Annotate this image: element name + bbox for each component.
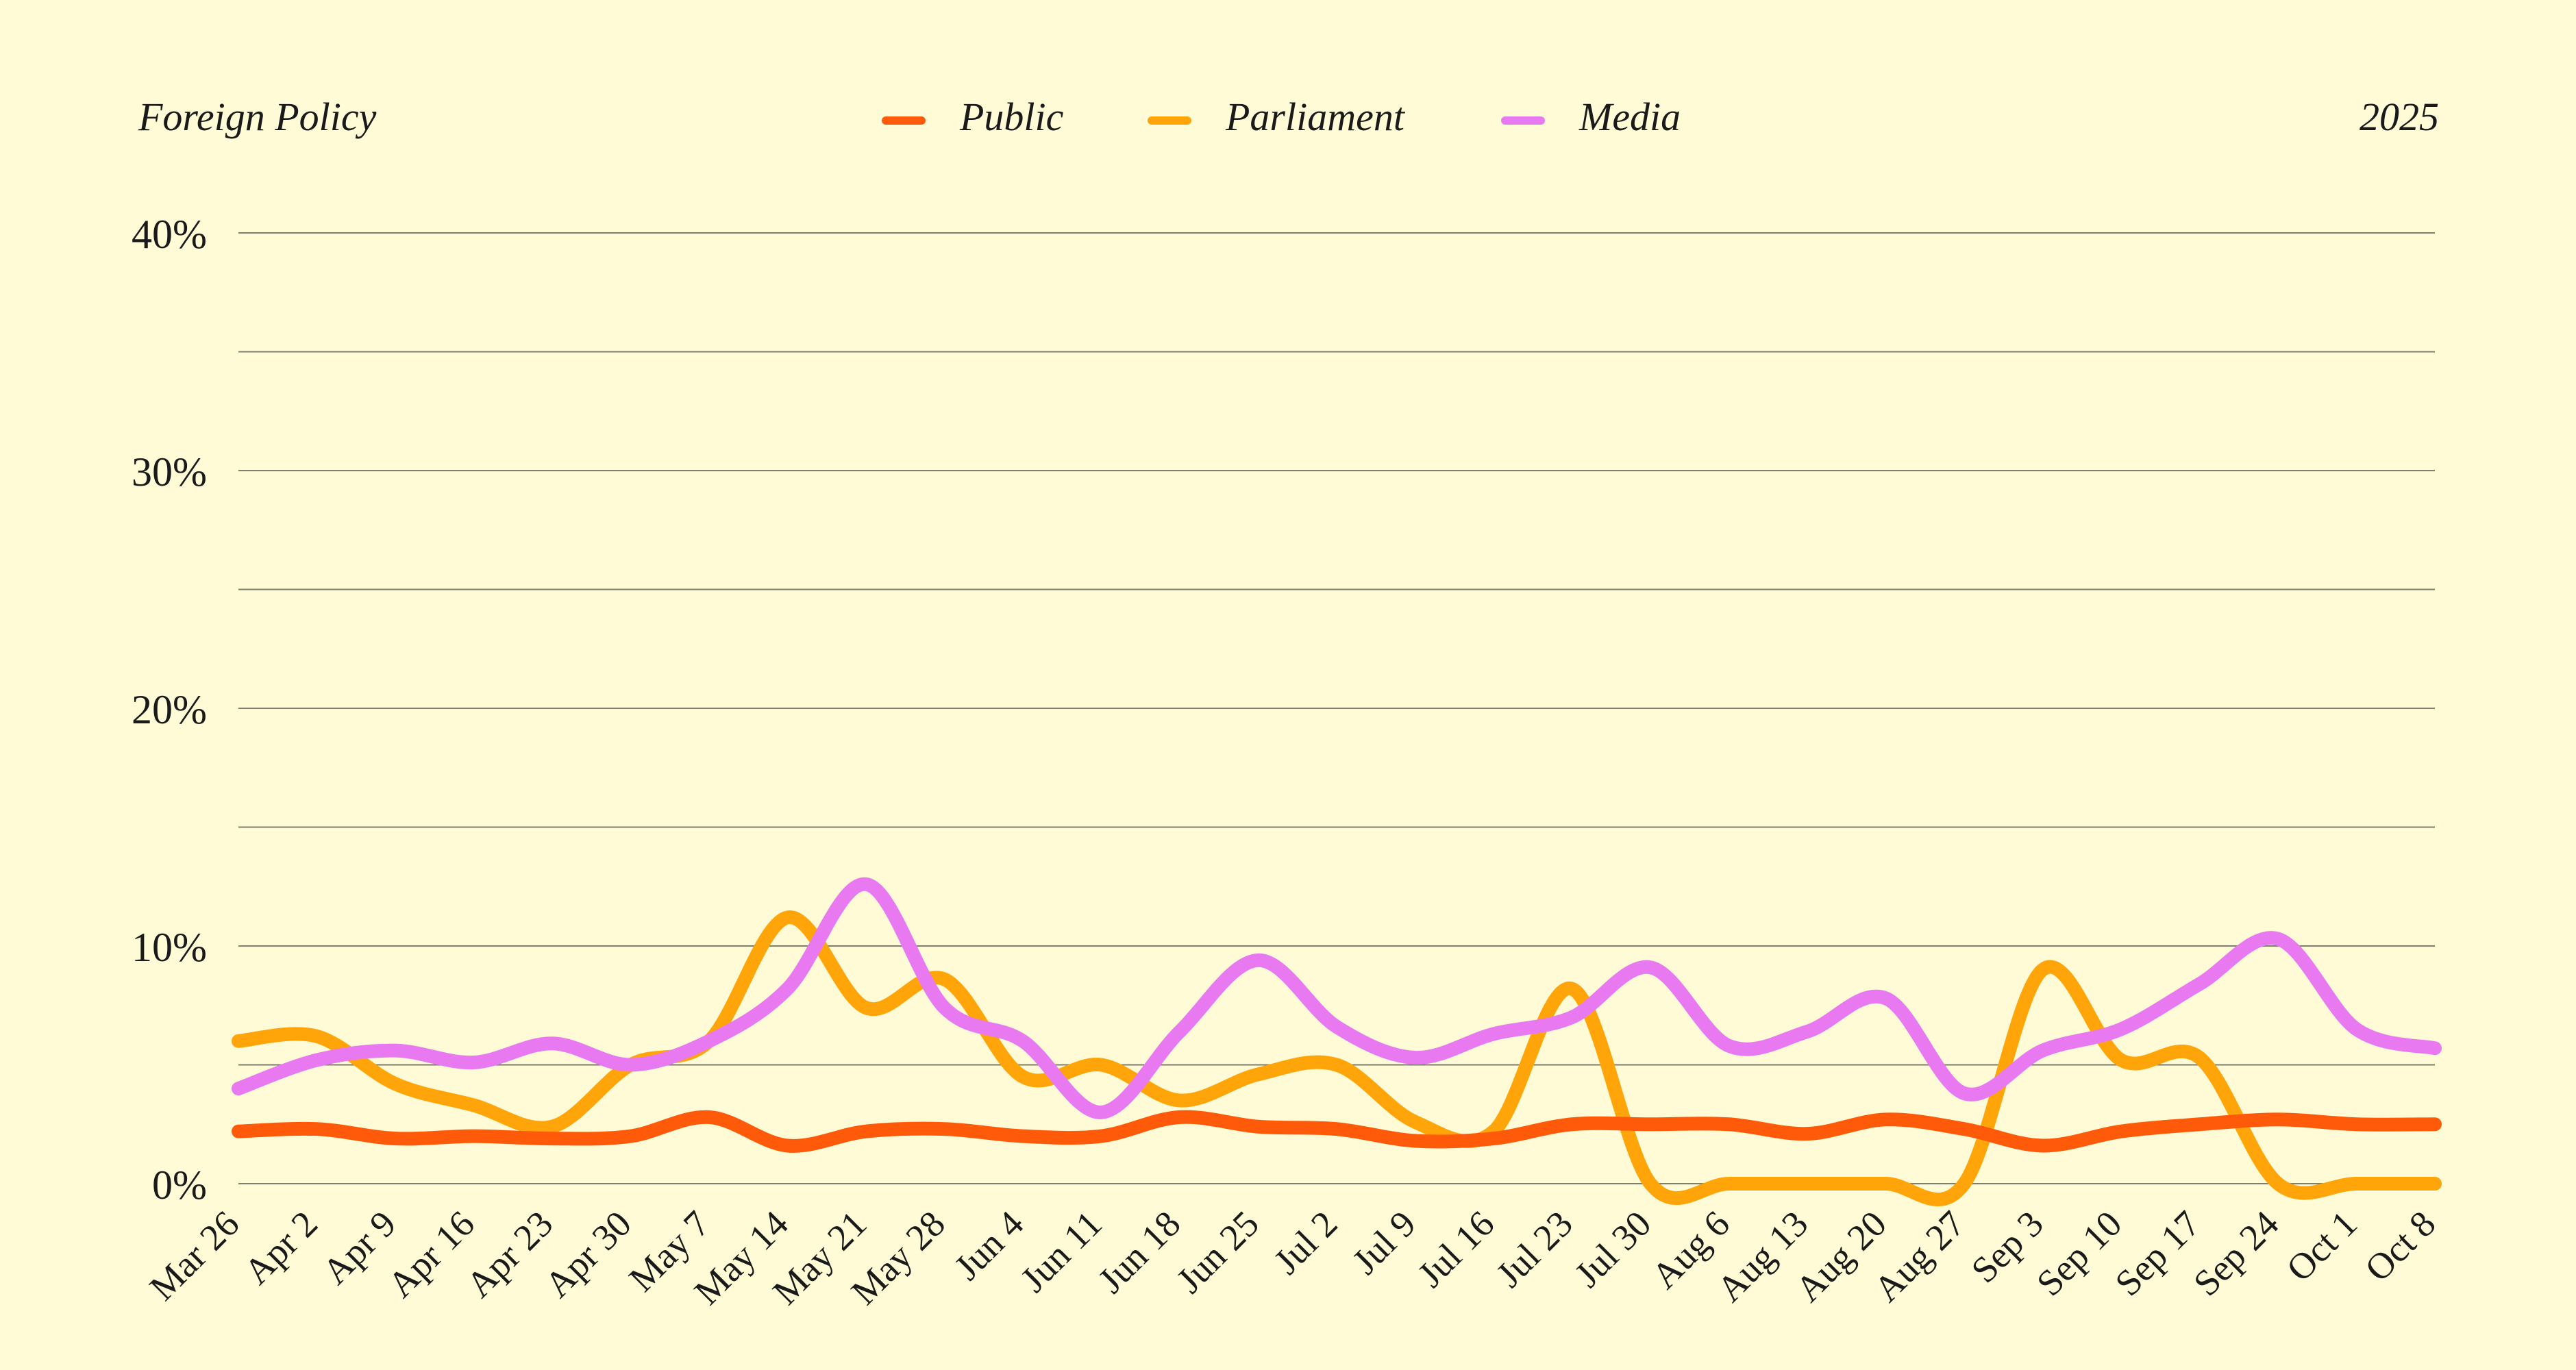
- legend-label: Parliament: [1225, 95, 1406, 139]
- series-line-public: [232, 1110, 2442, 1153]
- series-line-media: [232, 877, 2442, 1119]
- series-lines: [232, 877, 2442, 1207]
- y-tick-label: 30%: [132, 449, 207, 495]
- chart-title: Foreign Policy: [138, 95, 377, 139]
- legend: Public Parliament Media: [882, 95, 1681, 139]
- legend-label: Public: [959, 95, 1064, 139]
- y-axis-tick-labels: 0% 10% 20% 30% 40%: [132, 212, 207, 1208]
- legend-item-media: Media: [1501, 95, 1681, 139]
- legend-label: Media: [1578, 95, 1681, 139]
- year-label: 2025: [2360, 95, 2439, 139]
- legend-item-parliament: Parliament: [1148, 95, 1406, 139]
- legend-item-public: Public: [882, 95, 1064, 139]
- y-tick-label: 40%: [132, 212, 207, 257]
- y-tick-label: 10%: [132, 925, 207, 970]
- y-tick-label: 0%: [152, 1162, 207, 1208]
- y-tick-label: 20%: [132, 687, 207, 732]
